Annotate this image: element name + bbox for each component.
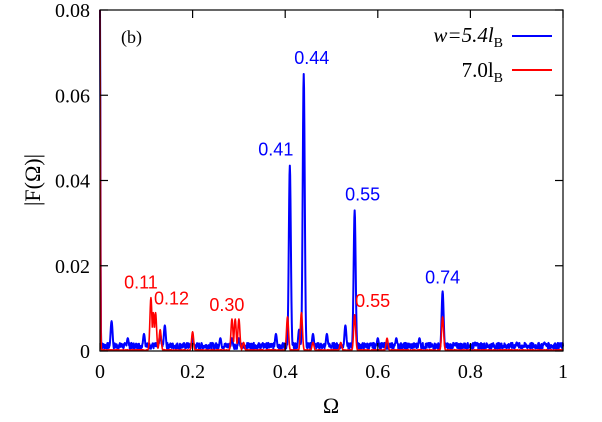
x-tick-label-4: 0.8: [458, 361, 483, 383]
x-tick-label-5: 1: [558, 361, 568, 383]
x-axis-title: Ω: [323, 393, 339, 418]
y-tick-label-1: 0.02: [55, 256, 90, 278]
peak-label-6: 0.30: [209, 295, 244, 315]
y-tick-label-3: 0.06: [55, 85, 90, 107]
legend-entry-0-main: w=5.4l: [433, 23, 493, 47]
peak-label-0: 0.41: [258, 140, 293, 160]
y-tick-label-0: 0: [80, 341, 90, 363]
peak-label-2: 0.55: [345, 184, 380, 204]
legend-entry-1-main: 7.0l: [462, 58, 494, 82]
x-tick-label-0: 0: [95, 361, 105, 383]
axis-ticks: [99, 9, 564, 352]
legend-entry-1-label: 7.0lB: [462, 58, 503, 86]
legend-entry-1-sub: B: [494, 71, 503, 86]
x-tick-label-2: 0.4: [273, 361, 298, 383]
x-tick-label-3: 0.6: [365, 361, 390, 383]
y-axis-title: |F(Ω)|: [20, 154, 45, 206]
peak-label-7: 0.55: [355, 291, 390, 311]
axis-tick-labels: 0 0.2 0.4 0.6 0.8 1 0 0.02 0.04 0.06 0.08: [55, 0, 568, 383]
series-line-0: [99, 9, 564, 350]
x-tick-label-1: 0.2: [180, 361, 205, 383]
panel-label: (b): [121, 27, 142, 48]
peak-annotations: 0.41 0.44 0.55 0.74 0.110.12 0.30 0.55: [124, 48, 460, 315]
legend-entry-0-label: w=5.4lB: [433, 23, 503, 51]
legend: w=5.4lB 7.0lB: [433, 23, 552, 86]
peak-label-3: 0.74: [425, 267, 460, 287]
peak-label-5: 0.12: [154, 289, 189, 309]
peak-label-4: 0.11: [124, 273, 158, 293]
y-tick-label-2: 0.04: [55, 171, 90, 193]
peak-label-1: 0.44: [294, 48, 329, 68]
legend-entry-0-sub: B: [494, 36, 503, 51]
y-tick-label-4: 0.08: [55, 0, 90, 22]
